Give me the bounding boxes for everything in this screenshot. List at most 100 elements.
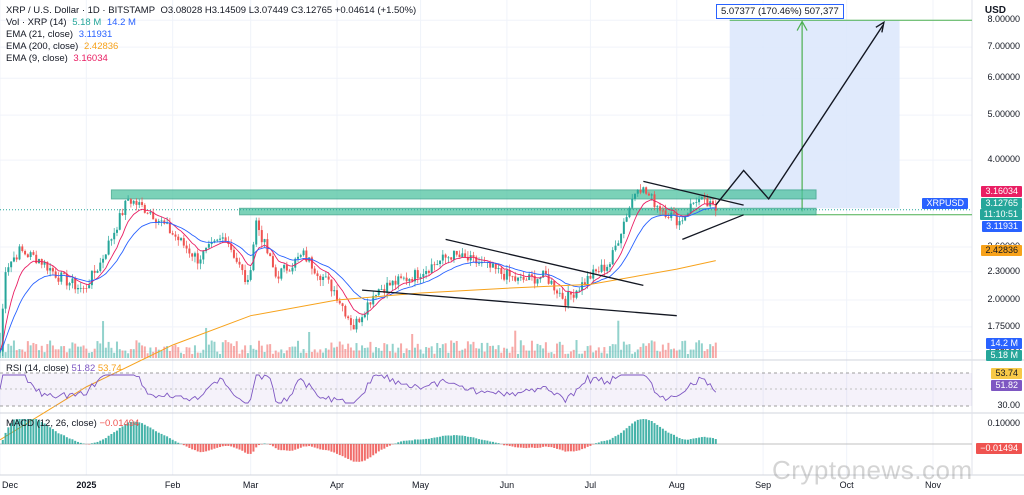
volume-bar	[561, 344, 564, 358]
volume-bar	[411, 333, 414, 358]
candle-body	[411, 278, 414, 282]
macd-histogram-bar	[149, 427, 152, 444]
macd-histogram-bar	[74, 440, 77, 444]
candle-body	[79, 287, 82, 289]
volume-bar	[667, 342, 670, 358]
candle-body	[388, 282, 391, 286]
date-tick-label: Mar	[242, 480, 259, 490]
macd-histogram-bar	[547, 444, 550, 448]
volume-bar	[121, 350, 124, 358]
candle-body	[115, 229, 118, 233]
macd-histogram-bar	[628, 425, 631, 444]
candle-body	[207, 244, 210, 248]
macd-histogram-bar	[227, 444, 230, 446]
candle-body	[544, 270, 547, 275]
volume-bar	[436, 342, 439, 358]
volume-bar	[636, 349, 639, 358]
volume-bar	[196, 352, 199, 358]
ema9-label: EMA (9, close)	[6, 53, 68, 64]
volume-bar	[129, 349, 132, 358]
price-tick-label: 8.00000	[987, 14, 1020, 25]
volume-bar	[202, 349, 205, 358]
candle-body	[160, 220, 163, 222]
macd-histogram-bar	[439, 436, 442, 444]
macd-histogram-bar	[135, 421, 138, 444]
macd-histogram-bar	[361, 444, 364, 462]
volume-bar	[536, 343, 539, 358]
macd-histogram-bar	[600, 441, 603, 444]
candle-body	[547, 274, 550, 284]
macd-histogram-bar	[341, 444, 344, 457]
volume-bar	[714, 342, 717, 358]
macd-histogram-bar	[634, 421, 637, 444]
candle-body	[171, 233, 174, 235]
macd-histogram-bar	[636, 419, 639, 444]
volume-bar	[575, 340, 578, 358]
volume-bar	[40, 345, 43, 358]
candle-body	[402, 277, 405, 279]
macd-histogram-bar	[29, 419, 32, 444]
volume-bar	[82, 345, 85, 358]
legend-ema200: EMA (200, close) 2.42836	[6, 41, 118, 52]
macd-histogram-bar	[514, 444, 517, 448]
candle-body	[129, 199, 132, 204]
macd-histogram-bar	[422, 439, 425, 444]
volume-bar	[366, 347, 369, 358]
macd-histogram-bar	[129, 421, 132, 444]
macd-histogram-bar	[163, 435, 166, 444]
volume-bar	[397, 347, 400, 358]
candle-body	[636, 189, 639, 194]
macd-histogram-bar	[182, 444, 185, 446]
volume-bar	[138, 342, 141, 358]
candle-body	[18, 246, 21, 260]
volume-bar	[313, 349, 316, 358]
macd-histogram-bar	[581, 444, 584, 450]
volume-bar	[230, 343, 233, 358]
macd-histogram-bar	[672, 434, 675, 444]
candle-body	[464, 253, 467, 257]
volume-bar	[127, 353, 130, 358]
macd-histogram-bar	[219, 444, 222, 448]
macd-histogram-bar	[425, 438, 428, 444]
volume-bar	[302, 349, 305, 358]
macd-axis-01: 0.10000	[987, 418, 1020, 428]
macd-histogram-bar	[586, 444, 589, 447]
volume-bar	[383, 343, 386, 358]
macd-histogram-bar	[478, 439, 481, 444]
candle-body	[124, 200, 127, 215]
volume-bar	[288, 347, 291, 358]
macd-histogram-bar	[450, 435, 453, 444]
volume-bar	[324, 348, 327, 358]
volume-bar	[569, 351, 572, 358]
volume-bar	[698, 340, 701, 358]
macd-histogram-bar	[617, 434, 620, 444]
rsi-tag: 51.82	[991, 380, 1022, 391]
date-tick-label: Aug	[668, 480, 685, 490]
ema9-line	[0, 198, 716, 352]
macd-histogram-bar	[533, 444, 536, 448]
candle-body	[57, 277, 60, 282]
macd-histogram-bar	[517, 444, 520, 448]
candle-body	[706, 198, 709, 207]
volume-bar	[15, 350, 18, 358]
macd-histogram-bar	[620, 432, 623, 444]
candle-body	[561, 292, 564, 299]
vol-value-1: 5.18 M	[72, 17, 102, 28]
projection-rect	[729, 20, 900, 209]
macd-histogram-bar	[274, 444, 277, 449]
projection-path	[715, 24, 884, 206]
macd-histogram-bar	[539, 444, 542, 448]
volume-bar	[394, 352, 397, 358]
volume-bar	[494, 349, 497, 358]
candle-body	[224, 237, 227, 242]
price-tick-label: 2.00000	[987, 293, 1020, 304]
volume-bar	[51, 345, 54, 358]
volume-bar	[622, 341, 625, 358]
volume-bar	[478, 348, 481, 358]
candle-body	[391, 280, 394, 286]
candle-body	[539, 277, 542, 280]
ema21-line	[0, 207, 716, 352]
candle-body	[419, 276, 422, 279]
candle-body	[199, 259, 202, 264]
